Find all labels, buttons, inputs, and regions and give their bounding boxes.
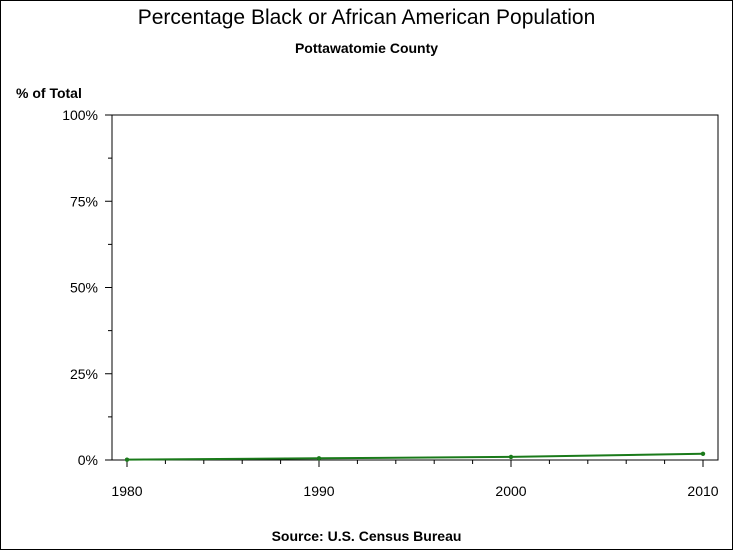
data-point [700,451,706,456]
chart-title: Percentage Black or African American Pop… [137,6,596,29]
y-tick-label: 25% [70,366,98,382]
y-tick-label: 0% [78,452,98,468]
plot-area [111,114,719,461]
y-tick-label: 75% [70,193,98,209]
chart-subtitle: Pottawatomie County [294,40,439,56]
y-tick-label: 50% [70,280,98,296]
x-tick-label: 1990 [303,483,334,499]
x-tick-label: 2010 [687,483,718,499]
y-axis: 0% 25% 50% 75% 100% [62,107,112,468]
data-point [316,456,322,461]
data-point [508,454,514,460]
x-tick-label: 1980 [111,483,142,499]
series-group [124,451,706,462]
y-axis-label: % of Total [16,85,82,101]
x-axis: 1980 1990 2000 2010 [111,460,719,499]
y-tick-label: 100% [62,107,98,123]
source-note: Source: U.S. Census Bureau [271,528,462,544]
data-point [124,457,130,462]
series-line [126,452,704,461]
x-tick-label: 2000 [495,483,526,499]
